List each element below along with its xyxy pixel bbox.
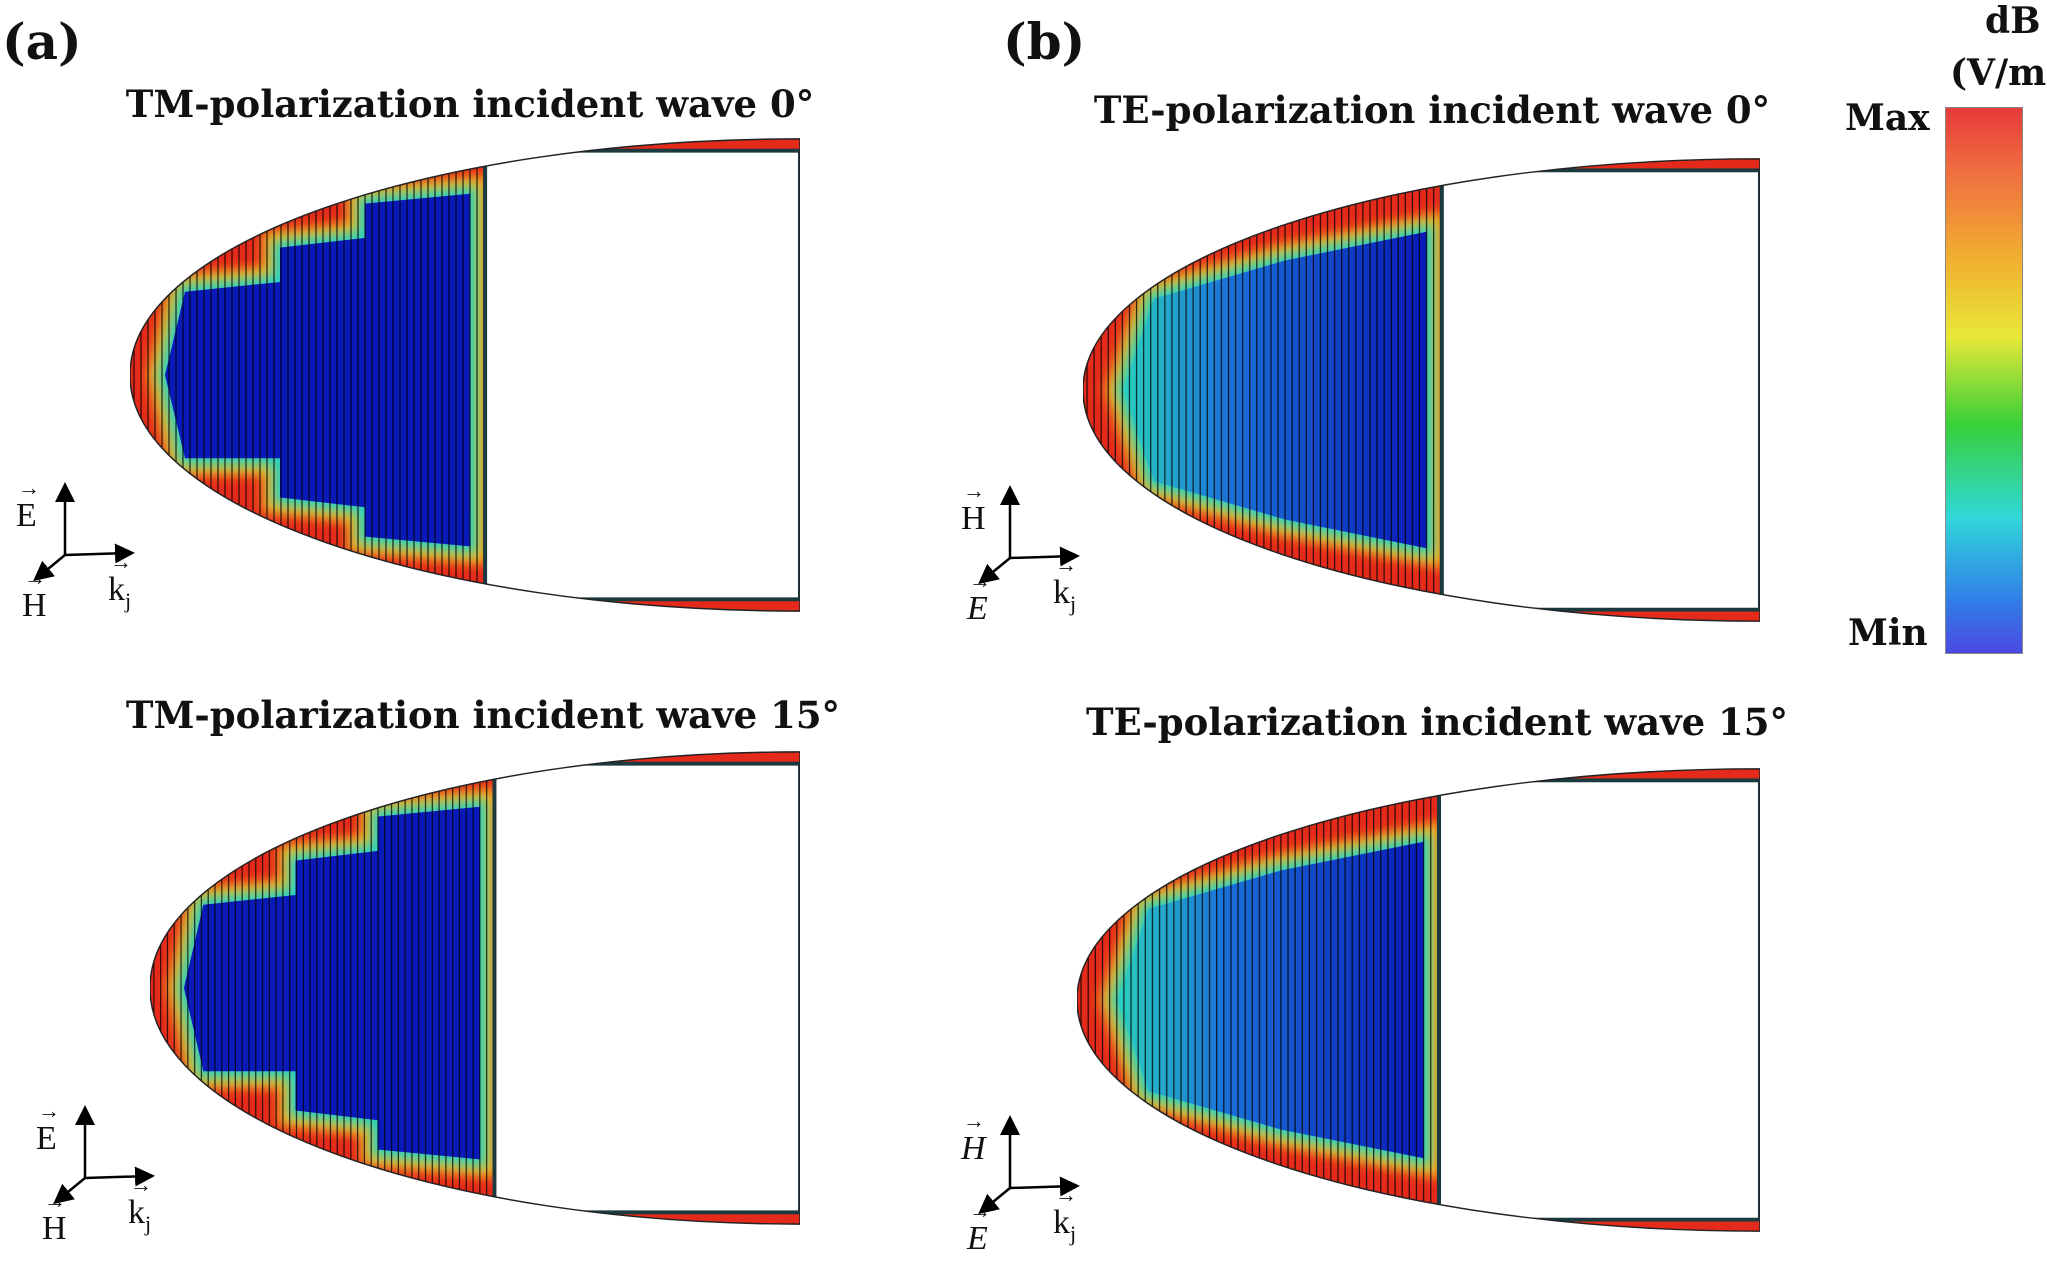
vertical-field-label: → H [961, 478, 986, 537]
field-low-region [165, 193, 471, 547]
axes-arrows [33, 482, 135, 582]
panel-label-a: (a) [2, 12, 82, 71]
colorbar-min-label: Min [1848, 612, 1928, 654]
field-low-region [1117, 841, 1424, 1159]
vertical-field-label: → H [961, 1108, 986, 1167]
axes-triad-tm-0: → E → H → kj [16, 475, 200, 645]
wave-vector-label: → kj [128, 1172, 152, 1236]
cavity [483, 148, 800, 602]
axes-triad-tm-15: → E → H → kj [36, 1098, 220, 1268]
axes-arrows [978, 485, 1080, 585]
cavity [1439, 168, 1760, 612]
field-plot-tm-0 [130, 135, 800, 615]
field-plot-tm-15 [150, 748, 800, 1228]
colorbar-max-label: Max [1845, 97, 1930, 139]
colorbar-unit-vm: (V/m) [1950, 52, 2047, 94]
wave-vector-label: → kj [1053, 1182, 1077, 1246]
panel-label-b: (b) [1003, 12, 1086, 71]
title-tm-0: TM-polarization incident wave 0° [125, 82, 815, 126]
diagonal-field-label: → H [42, 1188, 67, 1247]
colorbar [1945, 107, 2023, 654]
axes-arrows [978, 1115, 1080, 1215]
axes-arrows [53, 1105, 155, 1205]
wave-vector-label: → kj [1053, 552, 1077, 616]
axes-triad-te-0: → H → E → kj [961, 478, 1145, 648]
colorbar-unit-db: dB [1985, 0, 2041, 42]
diagonal-field-label: → E [967, 1198, 991, 1257]
cavity [1436, 778, 1760, 1222]
wave-vector-label: → kj [108, 549, 132, 613]
title-te-0: TE-polarization incident wave 0° [1093, 88, 1771, 132]
field-low-region [1123, 231, 1427, 549]
title-te-15: TE-polarization incident wave 15° [1085, 700, 1789, 744]
cavity [492, 761, 800, 1215]
title-tm-15: TM-polarization incident wave 15° [125, 693, 841, 737]
field-plot-te-0 [1083, 155, 1760, 625]
vertical-field-label: → E [16, 475, 40, 534]
diagonal-field-label: → E [967, 568, 991, 627]
diagonal-field-label: → H [22, 565, 47, 624]
vertical-field-label: → E [36, 1098, 60, 1157]
field-plot-te-15 [1077, 765, 1760, 1235]
axes-triad-te-15: → H → E → kj [961, 1108, 1145, 1275]
